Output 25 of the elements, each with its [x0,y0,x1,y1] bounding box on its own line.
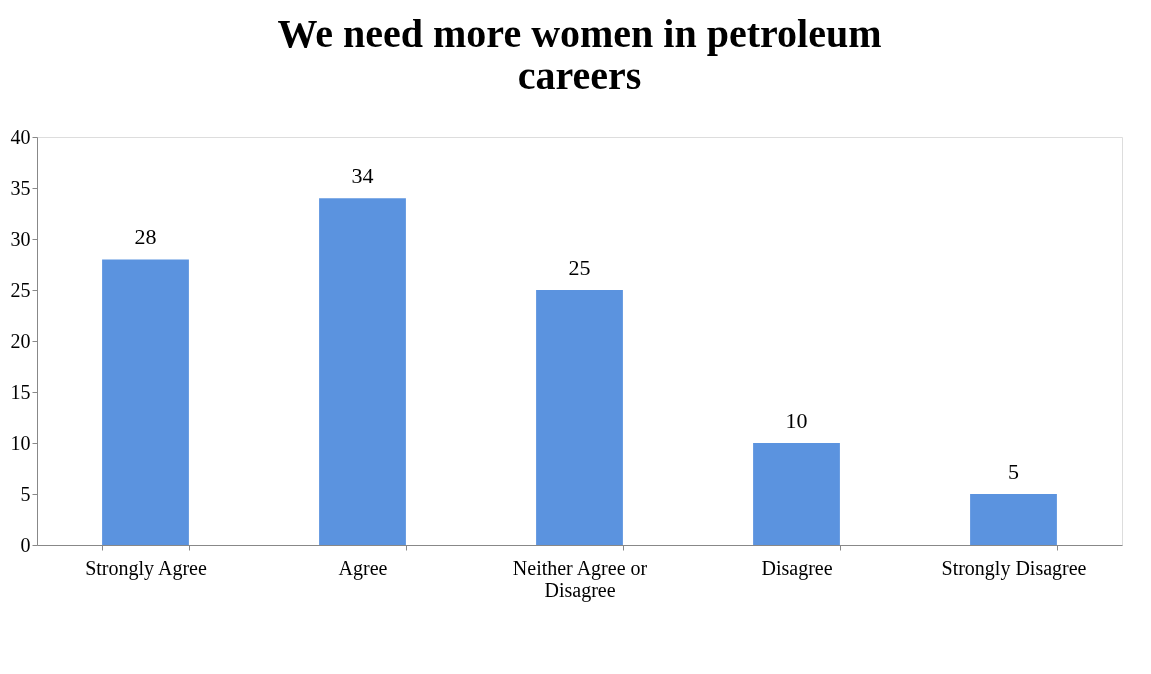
data-label: 5 [1008,459,1019,484]
data-label: 34 [351,163,374,189]
y-tick-label: 25 [10,278,31,301]
x-tick-label: Disagree [761,556,833,580]
x-tick-label: Strongly Agree [85,556,207,580]
x-tick-label: Neither Agree or Disagree [512,556,648,602]
y-tick-label: 35 [10,176,31,199]
x-tick-label: Agree [338,556,388,580]
bar [970,494,1057,545]
bar [753,443,840,545]
y-tick-label: 0 [20,533,31,556]
data-label: 10 [785,408,808,433]
y-tick-label: 10 [10,431,31,454]
y-tick-label: 30 [10,227,31,250]
chart-title: We need more women in petroleum careers [277,11,882,98]
data-label: 25 [568,255,591,280]
bar [102,259,189,545]
y-tick-label: 5 [20,482,31,505]
x-tick-label: Strongly Disagree [941,556,1087,580]
y-tick-label: 40 [10,125,31,148]
bar [536,290,623,545]
data-label: 28 [134,224,157,250]
y-tick-label: 15 [10,380,31,403]
y-tick-label: 20 [10,329,31,352]
bar [319,198,406,545]
